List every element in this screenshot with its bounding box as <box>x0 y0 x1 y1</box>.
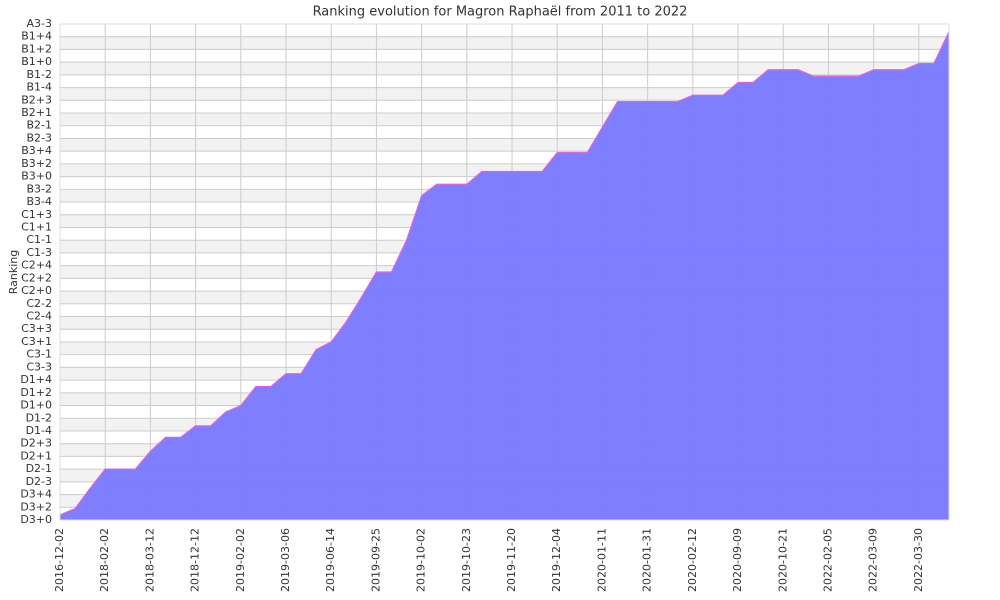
y-tick-label: C2+0 <box>21 284 52 297</box>
x-tick-label: 2019-11-20 <box>505 528 518 592</box>
y-tick-label: D3+4 <box>20 488 52 501</box>
y-tick-label: C1-1 <box>26 233 52 246</box>
x-tick-label: 2020-02-12 <box>686 528 699 592</box>
y-tick-label: B1+0 <box>21 55 52 68</box>
x-tick-label: 2018-03-12 <box>143 528 156 592</box>
line <box>59 31 950 516</box>
y-tick-label: D2-1 <box>26 462 52 475</box>
y-tick-label: C1+1 <box>21 220 52 233</box>
area <box>60 31 949 521</box>
x-tick-label: 2022-03-30 <box>912 528 925 592</box>
x-tick-label: 2022-02-05 <box>821 528 834 592</box>
y-tick-label: B3-2 <box>26 182 52 195</box>
y-tick-label: B3+4 <box>21 144 52 157</box>
x-tick-label: 2020-01-31 <box>641 528 654 592</box>
x-tick-label: 2019-10-02 <box>415 528 428 592</box>
x-tick-label: 2020-01-11 <box>595 528 608 592</box>
y-tick-label: B1-2 <box>26 68 52 81</box>
y-tick-label: B2+1 <box>21 106 52 119</box>
x-tick-label: 2019-02-02 <box>234 528 247 592</box>
y-tick-label: C2+4 <box>21 259 52 272</box>
y-tick-label: C2+2 <box>21 271 52 284</box>
y-tick-label: C1-3 <box>26 246 52 259</box>
y-tick-label: B3+0 <box>21 170 52 183</box>
x-tick-label: 2018-02-02 <box>98 528 111 592</box>
y-tick-label: B2-1 <box>26 119 52 132</box>
x-tick-label: 2016-12-02 <box>53 528 66 592</box>
y-tick-label: B1-4 <box>26 81 52 94</box>
y-tick-label: D1+4 <box>20 373 52 386</box>
y-tick-label: D2+3 <box>20 437 52 450</box>
chart-title: Ranking evolution for Magron Raphaël fro… <box>313 5 688 20</box>
y-tick-label: D1-4 <box>26 424 52 437</box>
y-axis-label: Ranking <box>7 250 20 295</box>
y-tick-label: B2-3 <box>26 131 52 144</box>
y-tick-label: B1+2 <box>21 42 52 55</box>
x-tick-label: 2020-10-21 <box>776 528 789 592</box>
y-tick-label: D1+2 <box>20 386 52 399</box>
y-tick-label: C3-3 <box>26 360 52 373</box>
y-tick-label: C1+3 <box>21 208 52 221</box>
y-tick-label: D3+0 <box>20 513 52 526</box>
grid-stripe <box>60 62 949 75</box>
y-tick-label: C3+3 <box>21 322 52 335</box>
x-tick-label: 2018-12-12 <box>189 528 202 592</box>
x-tick-label: 2020-09-09 <box>731 528 744 592</box>
y-tick-label: D1-2 <box>26 411 52 424</box>
y-tick-label: B2+3 <box>21 93 52 106</box>
y-tick-label: D2+1 <box>20 449 52 462</box>
y-tick-label: B1+4 <box>21 30 52 43</box>
y-tick-label: D3+2 <box>20 500 52 513</box>
plot-frame <box>59 23 950 521</box>
y-tick-label: B3+2 <box>21 157 52 170</box>
y-tick-label: D1+0 <box>20 399 52 412</box>
y-tick-label: C2-2 <box>26 297 52 310</box>
y-tick-label: C2-4 <box>26 310 52 323</box>
y-tick-label: A3-3 <box>27 17 53 30</box>
y-tick-label: B3-4 <box>26 195 52 208</box>
y-tick-label: C3-1 <box>26 348 52 361</box>
y-tick-label: D2-3 <box>26 475 52 488</box>
x-tick-label: 2019-03-06 <box>279 528 292 592</box>
grid-stripe <box>60 36 949 50</box>
x-tick-label: 2022-03-09 <box>867 528 880 592</box>
x-tick-label: 2019-09-25 <box>369 528 382 592</box>
x-tick-label: 2019-10-23 <box>460 528 473 592</box>
x-tick-label: 2019-06-14 <box>324 528 337 592</box>
y-tick-label: C3+1 <box>21 335 52 348</box>
x-tick-label: 2019-12-04 <box>550 528 563 592</box>
